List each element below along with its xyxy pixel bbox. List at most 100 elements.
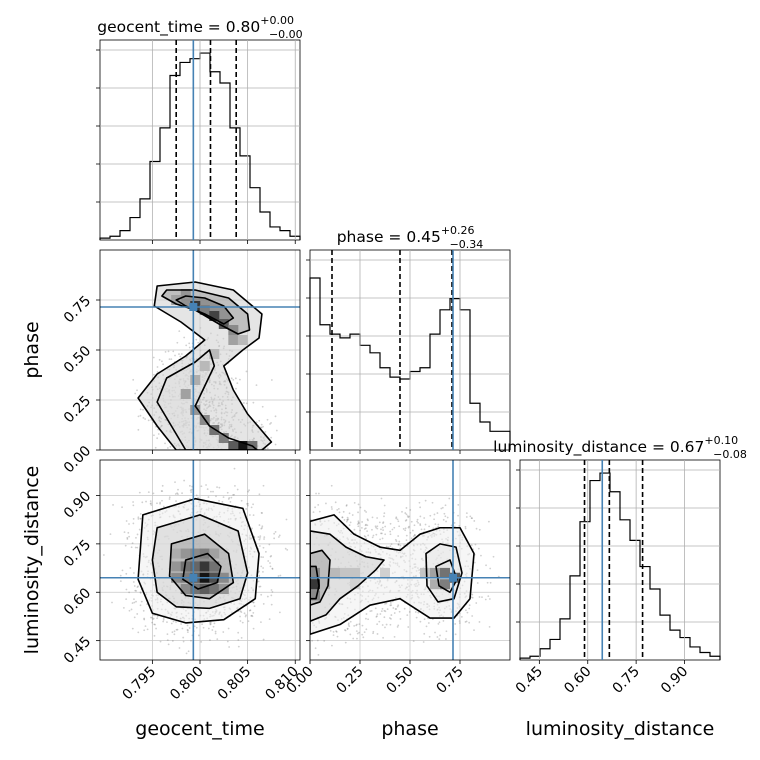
scatter-point [405, 513, 408, 516]
scatter-point [161, 490, 164, 493]
scatter-point [229, 500, 232, 503]
scatter-point [345, 504, 348, 506]
scatter-point [258, 574, 261, 577]
scatter-point [160, 490, 163, 492]
scatter-point [144, 418, 147, 420]
scatter-point [209, 455, 211, 457]
scatter-point [358, 623, 361, 625]
scatter-point [197, 341, 200, 344]
scatter-point [383, 616, 386, 619]
scatter-point [128, 609, 131, 612]
scatter-point [124, 544, 127, 547]
scatter-point [185, 652, 188, 655]
scatter-point [133, 585, 136, 587]
scatter-point [424, 523, 427, 526]
x-tick-label: 0.50 [383, 664, 416, 697]
scatter-point [356, 637, 358, 640]
title-phase: phase = 0.45+0.26 −0.34 [337, 224, 484, 251]
scatter-point [384, 533, 387, 536]
scatter-point [353, 625, 356, 627]
scatter-point [404, 529, 407, 532]
scatter-point [450, 524, 453, 527]
scatter-point [408, 611, 411, 613]
scatter-point [187, 629, 189, 632]
density-cell [310, 590, 320, 601]
scatter-point [470, 544, 473, 546]
scatter-point [260, 527, 263, 530]
scatter-point [127, 531, 130, 534]
scatter-point [428, 635, 431, 638]
scatter-point [471, 517, 473, 519]
y-tick-label: 0.45 [61, 634, 94, 667]
scatter-point [375, 533, 378, 536]
scatter-point [273, 532, 276, 535]
scatter-point [119, 574, 122, 577]
scatter-point [126, 536, 129, 539]
scatter-point [372, 534, 375, 537]
scatter-point [255, 421, 258, 424]
scatter-point [252, 627, 255, 630]
scatter-point [161, 451, 163, 453]
title-upper: +0.00 [260, 14, 294, 27]
scatter-point [337, 507, 340, 510]
scatter-point [121, 569, 124, 572]
scatter-point [389, 545, 392, 548]
scatter-point [215, 495, 217, 498]
scatter-point [424, 499, 427, 502]
scatter-point [222, 631, 225, 633]
density-panel-geocent_time-luminosity_distance [96, 459, 301, 664]
scatter-point [270, 554, 273, 557]
scatter-point [260, 423, 263, 426]
scatter-point [390, 604, 393, 607]
scatter-point [125, 520, 128, 522]
density-cell [209, 425, 220, 435]
scatter-point [454, 623, 457, 625]
scatter-point [360, 526, 363, 529]
scatter-point [262, 425, 264, 428]
x-tick-label: 0.25 [333, 664, 366, 697]
scatter-point [489, 581, 492, 584]
scatter-point [357, 525, 360, 528]
scatter-point [190, 639, 192, 642]
scatter-point [147, 491, 150, 494]
scatter-point [252, 514, 255, 517]
density-cell [350, 579, 360, 590]
scatter-point [252, 503, 254, 506]
scatter-point [123, 531, 126, 534]
scatter-point [357, 503, 360, 506]
scatter-point [213, 622, 216, 625]
scatter-point [260, 621, 262, 624]
density-cell [218, 433, 229, 443]
scatter-point [177, 488, 179, 491]
scatter-point [474, 543, 477, 546]
scatter-point [263, 536, 266, 539]
scatter-point [261, 525, 264, 528]
scatter-point [245, 370, 248, 373]
scatter-point [180, 353, 183, 355]
scatter-point [304, 539, 306, 541]
scatter-point [405, 507, 408, 509]
scatter-point [166, 621, 168, 623]
scatter-point [136, 586, 139, 589]
scatter-point [343, 519, 346, 521]
title-median: 0.80 [226, 18, 261, 36]
scatter-point [243, 402, 245, 404]
scatter-point [274, 531, 277, 533]
scatter-point [132, 501, 134, 503]
density-cell [209, 548, 220, 559]
scatter-point [396, 626, 399, 628]
scatter-point [161, 499, 163, 502]
scatter-point [172, 350, 175, 353]
y-axis-label: phase [21, 321, 43, 378]
scatter-point [434, 631, 436, 634]
density-cell [199, 548, 210, 559]
scatter-point [363, 528, 366, 530]
scatter-point [134, 546, 137, 549]
scatter-point [380, 528, 382, 531]
y-tick-label: 0.60 [61, 585, 94, 618]
scatter-point [247, 502, 249, 505]
scatter-point [412, 535, 415, 538]
scatter-point [359, 529, 362, 532]
scatter-point [152, 356, 155, 359]
scatter-point [151, 618, 154, 621]
